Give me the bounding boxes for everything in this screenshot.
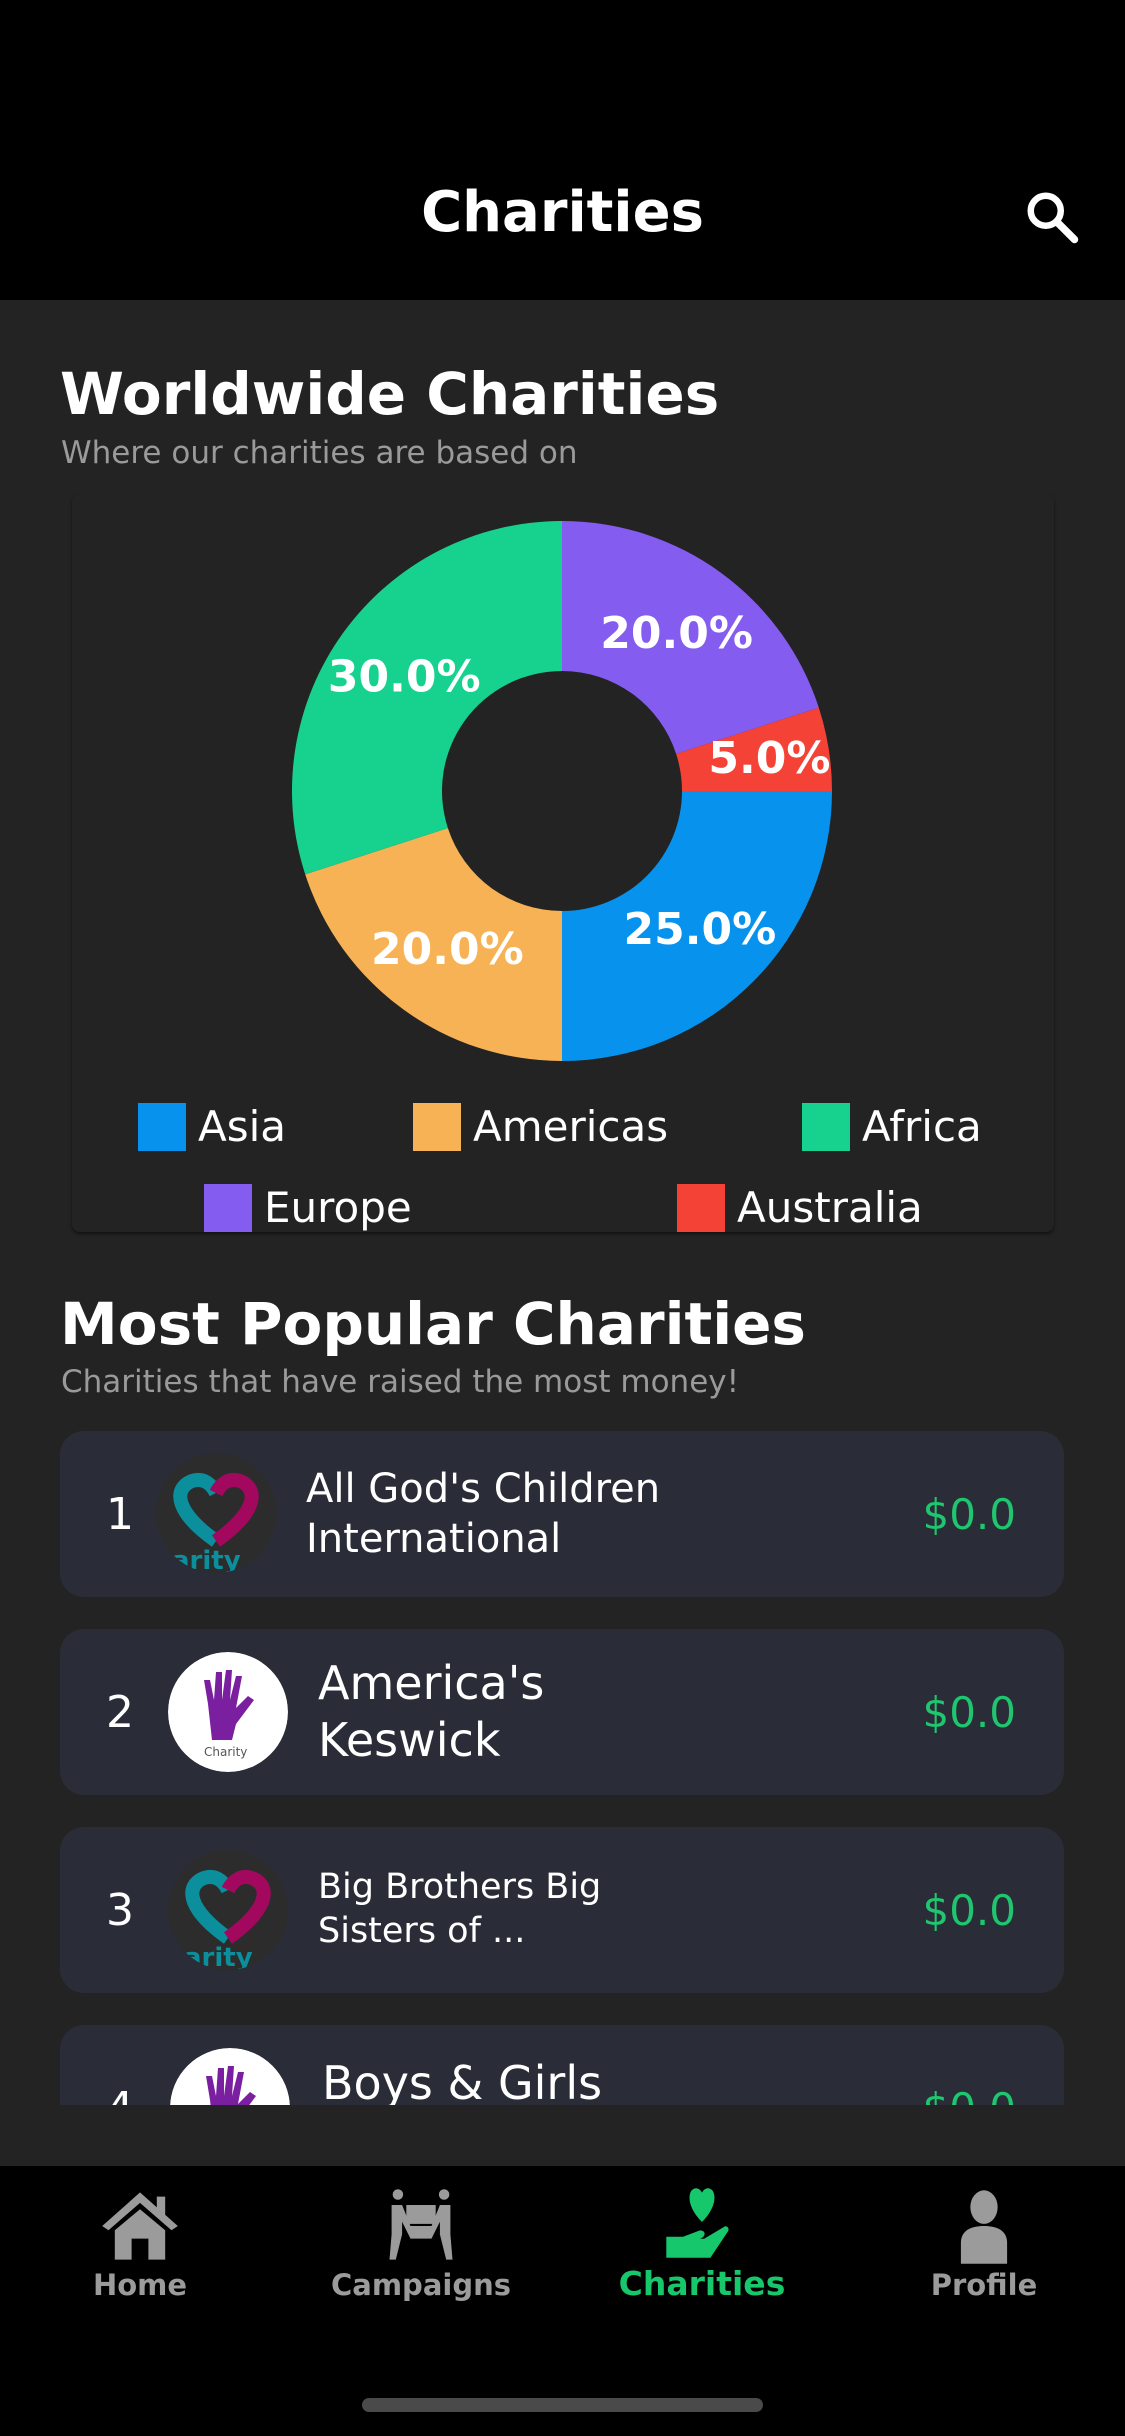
home-indicator [362,2398,763,2412]
campaigns-icon [389,2189,453,2260]
charity-amount: $0.0 [922,2025,1016,2106]
legend-swatch [413,1102,461,1151]
slice-australia [676,707,832,791]
svg-text:arity: arity [172,1546,241,1573]
rank: 2 [106,1686,134,1738]
legend-asia: Asia [138,1102,286,1151]
charity-name: America's Keswick [318,1655,545,1768]
hand-logo-icon [170,2048,290,2105]
slice-label: 20.0% [600,608,753,659]
tab-label: Charities [618,2264,786,2303]
bottom-nav: Home Campaigns Charities Profile [0,2166,1125,2436]
chart-card: 20.0% 5.0% 25.0% 20.0% 30.0% Asia Americas A… [72,494,1054,1232]
popular-subtitle: Charities that have raised the most mone… [61,1364,740,1400]
tab-campaigns[interactable]: Campaigns [311,2188,531,2302]
svg-text:Charity: Charity [204,1745,247,1759]
charity-name: All God's Children International [306,1466,661,1562]
rank: 3 [106,1884,134,1936]
legend-label: Africa [862,1102,982,1151]
page-title: Charities [421,180,704,245]
charity-list[interactable]: 1 arity All God's Children International… [0,1420,1125,2105]
profile-icon [960,2190,1008,2264]
charity-amount: $0.0 [922,1885,1016,1935]
rank: 1 [106,1488,134,1540]
tab-charities[interactable]: Charities [592,2184,812,2303]
svg-text:arity: arity [184,1943,253,1970]
charity-name: Boys & Girls [322,2056,603,2105]
home-icon [102,2192,178,2260]
rank: 4 [106,2025,134,2106]
legend-americas: Americas [413,1102,668,1151]
legend-swatch [138,1102,186,1151]
slice-label: 5.0% [708,733,830,784]
legend-label: Europe [264,1183,412,1232]
app-header: Charities [0,0,1125,300]
slice-africa [291,521,562,875]
legend-swatch [802,1102,850,1151]
charity-row[interactable]: 2 Charity America's Keswick $0.0 [60,1629,1064,1795]
legend-label: Asia [198,1102,287,1151]
tab-label: Home [92,2268,188,2302]
heart-logo-icon: arity [168,1850,288,1970]
legend-label: Australia [737,1183,923,1232]
legend-africa: Africa [802,1102,982,1151]
popular-title: Most Popular Charities [60,1290,806,1358]
charity-name: Big Brothers Big Sisters of ... [318,1867,602,1951]
charity-row[interactable]: 3 arity Big Brothers Big Sisters of ... … [60,1827,1064,1993]
legend-label: Americas [473,1102,669,1151]
worldwide-title: Worldwide Charities [60,360,720,428]
charity-row[interactable]: 4 Boys & Girls $0.0 [60,2025,1064,2105]
slice-americas [305,828,562,1061]
search-icon[interactable] [1022,187,1082,247]
charity-amount: $0.0 [922,1489,1016,1539]
legend-europe: Europe [204,1183,412,1232]
charity-row[interactable]: 1 arity All God's Children International… [60,1431,1064,1597]
worldwide-subtitle: Where our charities are based on [61,435,578,471]
tab-label: Campaigns [330,2268,511,2302]
legend-swatch [677,1183,725,1232]
donut-chart: 20.0% 5.0% 25.0% 20.0% 30.0% [291,521,832,1061]
slice-label: 30.0% [328,651,481,702]
tab-home[interactable]: Home [30,2188,250,2302]
slice-label: 20.0% [371,924,524,975]
charity-icon [666,2188,729,2258]
slice-label: 25.0% [624,904,777,955]
tab-label: Profile [930,2268,1038,2302]
legend-swatch [204,1183,252,1232]
slice-asia [562,791,832,1061]
charity-amount: $0.0 [922,1687,1016,1737]
legend-australia: Australia [677,1183,923,1232]
hand-logo-icon: Charity [168,1652,288,1772]
slice-europe [562,521,819,754]
tab-profile[interactable]: Profile [874,2188,1094,2302]
heart-logo-icon: arity [156,1453,276,1573]
